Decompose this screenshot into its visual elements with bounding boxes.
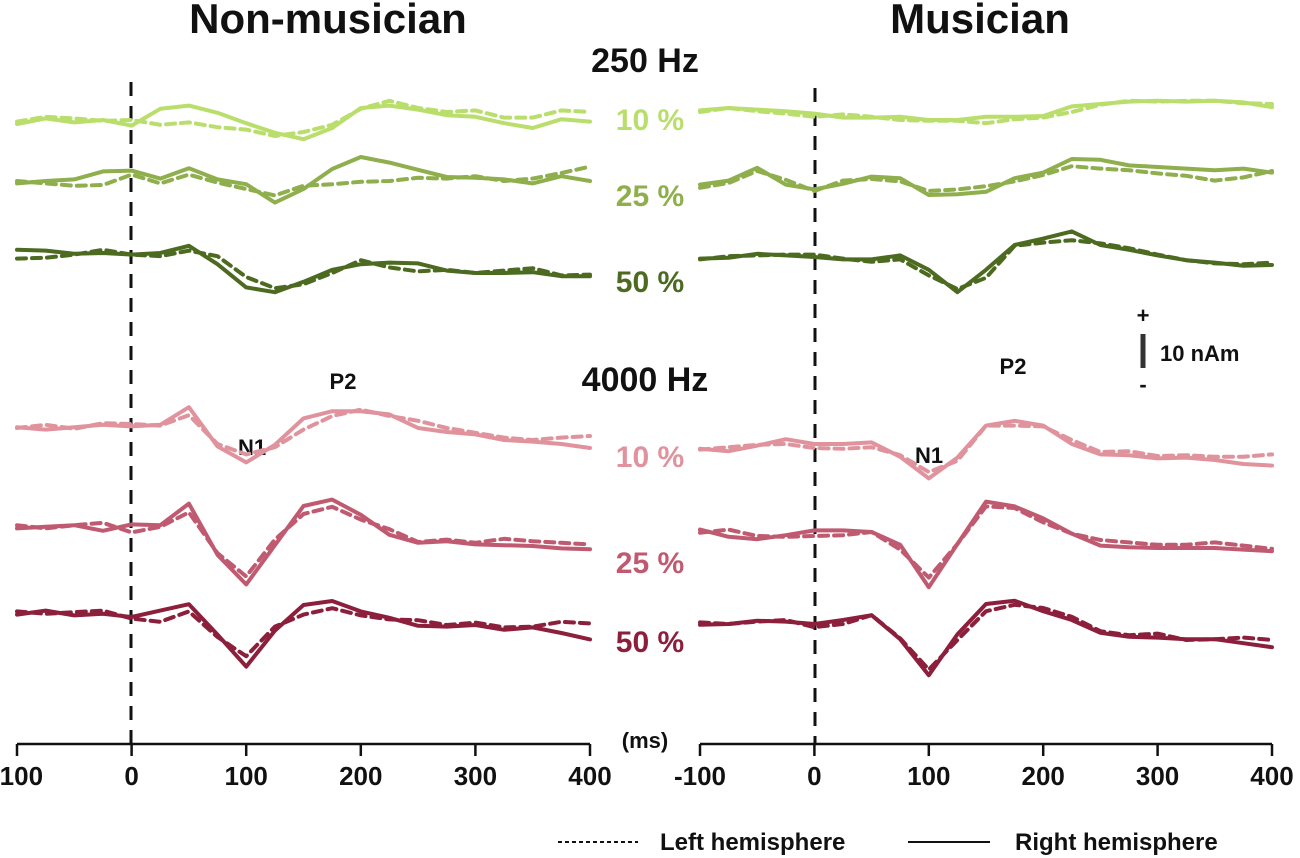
condition-label-250-10: 10 % [616, 104, 684, 137]
x-tick-label: 400 [568, 761, 611, 791]
trace-4000hz-25pct-nonmusician-left-hemisphere [15, 504, 592, 579]
condition-label-4000-25: 25 % [616, 547, 684, 580]
scale-bar: + 10 nAm - [1137, 303, 1240, 397]
trace-250hz-50pct-musician-right-hemisphere [698, 229, 1274, 295]
traces [15, 98, 1274, 678]
trace-4000hz-25pct-nonmusician-right-hemisphere [15, 497, 592, 587]
frequency-label-4000hz: 4000 Hz [582, 361, 709, 399]
peak-label-p2-nonmusician: P2 [330, 369, 357, 394]
x-tick-label: 400 [1250, 761, 1293, 791]
trace-4000hz-25pct-musician-right-hemisphere [698, 499, 1274, 590]
condition-label-250-50: 50 % [616, 266, 684, 299]
trace-4000hz-50pct-nonmusician-right-hemisphere [15, 599, 592, 669]
trace-4000hz-25pct-musician-left-hemisphere [698, 504, 1274, 580]
trace-250hz-10pct-musician-right-hemisphere [698, 98, 1274, 122]
trace-4000hz-10pct-musician-right-hemisphere [698, 418, 1274, 481]
scale-bar-plus: + [1137, 303, 1150, 328]
trace-4000hz-10pct-musician-left-hemisphere [698, 423, 1274, 474]
trace-250hz-25pct-musician-right-hemisphere [698, 157, 1274, 197]
x-tick-label: -100 [674, 761, 726, 791]
legend: Left hemisphere Right hemisphere [558, 829, 1218, 856]
condition-label-4000-50: 50 % [616, 626, 684, 659]
condition-label-250-25: 25 % [616, 180, 684, 213]
x-tick-label: 0 [807, 761, 821, 791]
trace-4000hz-10pct-nonmusician-right-hemisphere [15, 405, 592, 465]
trace-250hz-25pct-musician-left-hemisphere [698, 164, 1274, 193]
peak-label-n1-nonmusician: N1 [238, 435, 266, 460]
trace-250hz-25pct-nonmusician-right-hemisphere [15, 155, 592, 205]
x-tick-label: 300 [454, 761, 497, 791]
frequency-label-250hz: 250 Hz [591, 42, 699, 80]
panel-title-musician: Musician [890, 0, 1070, 42]
x-tick-label: 100 [225, 761, 268, 791]
trace-4000hz-50pct-musician-right-hemisphere [698, 598, 1274, 678]
x-tick-label: 200 [339, 761, 382, 791]
x-tick-label: 200 [1022, 761, 1065, 791]
scale-bar-label: 10 nAm [1160, 341, 1239, 366]
legend-label-left: Left hemisphere [660, 829, 845, 856]
trace-250hz-50pct-musician-left-hemisphere [698, 238, 1274, 291]
x-axis-nonmusician: -100 0 100 200 300 400 [0, 742, 612, 791]
x-tick-label: 0 [124, 761, 138, 791]
x-axis-unit-label: (ms) [622, 728, 668, 753]
trace-250hz-10pct-nonmusician-right-hemisphere [15, 103, 592, 142]
scale-bar-minus: - [1139, 372, 1146, 397]
peak-label-p2-musician: P2 [1000, 354, 1027, 379]
x-axis-musician: -100 0 100 200 300 400 [674, 742, 1294, 791]
x-tick-label: 300 [1136, 761, 1179, 791]
legend-label-right: Right hemisphere [1015, 829, 1218, 856]
x-tick-label: -100 [0, 761, 43, 791]
x-tick-label: 100 [907, 761, 950, 791]
panel-title-nonmusician: Non-musician [189, 0, 467, 42]
trace-4000hz-10pct-nonmusician-left-hemisphere [15, 407, 592, 457]
peak-label-n1-musician: N1 [915, 443, 943, 468]
trace-250hz-50pct-nonmusician-right-hemisphere [15, 243, 592, 295]
condition-label-4000-10: 10 % [616, 441, 684, 474]
